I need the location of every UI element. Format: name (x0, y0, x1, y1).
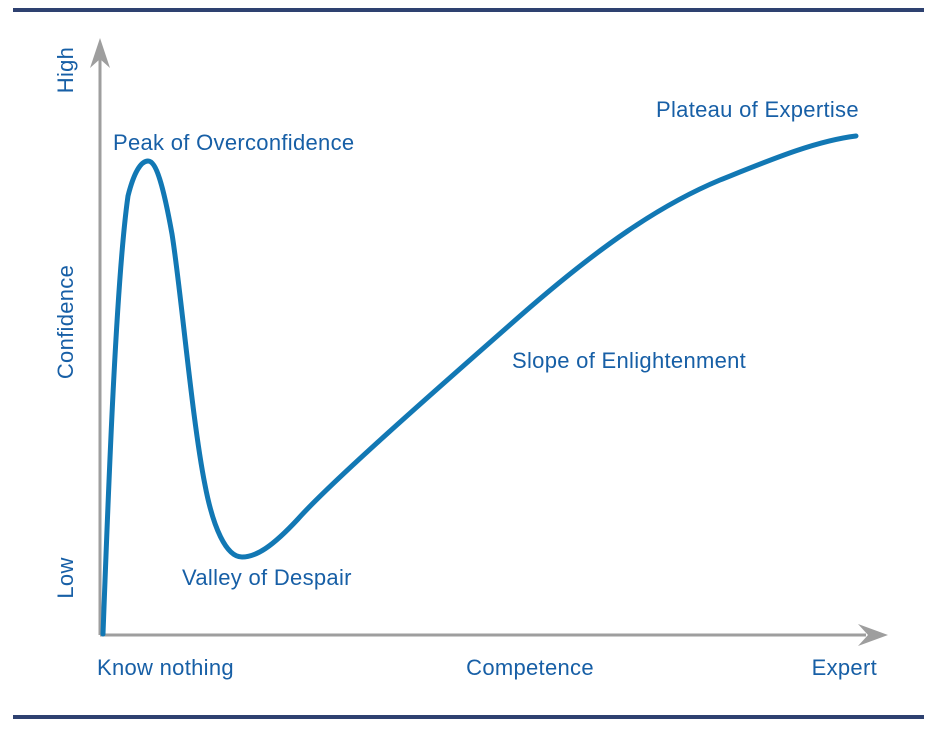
annotation-plateau-of-expertise: Plateau of Expertise (656, 97, 859, 122)
x-tick-expert: Expert (811, 655, 877, 680)
bottom-divider (13, 715, 924, 719)
y-axis-title: Confidence (53, 264, 78, 380)
confidence-curve (100, 133, 859, 637)
y-axis-max-label: High (53, 46, 78, 94)
annotation-valley-of-despair: Valley of Despair (182, 565, 352, 590)
top-divider (13, 8, 924, 12)
x-axis-arrowhead (858, 624, 888, 646)
annotation-peak-of-overconfidence: Peak of Overconfidence (113, 130, 355, 155)
x-tick-know-nothing: Know nothing (97, 655, 234, 680)
y-axis-min-label: Low (53, 557, 78, 599)
x-tick-competence: Competence (466, 655, 594, 680)
y-axis-arrowhead (90, 38, 110, 68)
annotation-slope-of-enlightenment: Slope of Enlightenment (512, 348, 747, 373)
